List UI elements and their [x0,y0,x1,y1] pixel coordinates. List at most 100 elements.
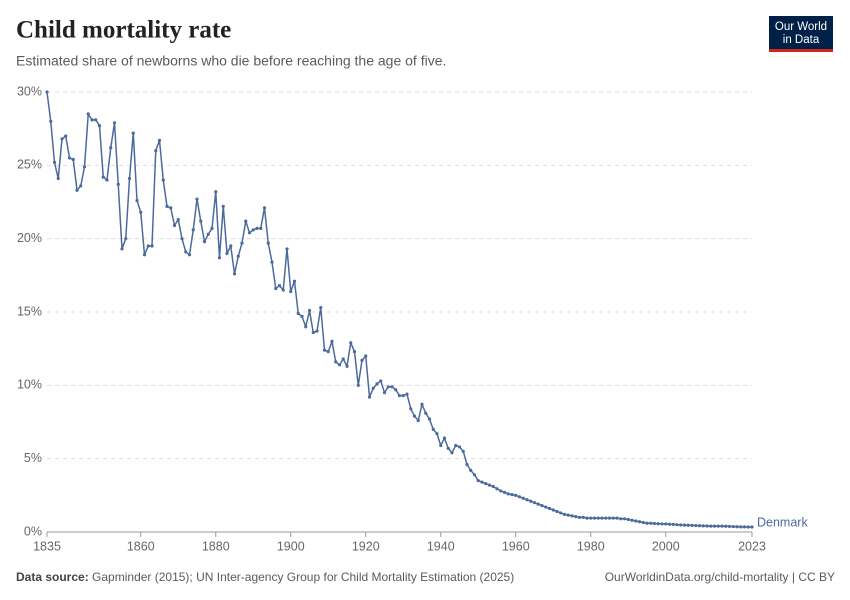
data-point [397,394,402,398]
data-point [394,388,398,392]
data-point [435,432,439,436]
y-tick-label: 20% [17,231,42,245]
x-tick-label: 1940 [427,539,455,553]
data-point [240,241,244,245]
data-point [326,350,330,354]
x-tick-label: 2000 [652,539,680,553]
data-point [709,524,713,528]
data-point [480,480,484,484]
data-point [517,495,522,499]
data-point [450,451,454,455]
data-point [469,468,473,472]
data-point [600,516,604,520]
y-tick-label: 10% [17,378,42,392]
data-point [311,330,315,335]
data-point [697,524,702,528]
series-label: Denmark [757,515,808,529]
data-point [262,206,267,210]
data-point [682,523,687,527]
data-point [667,522,672,526]
data-point [49,119,53,123]
data-point [499,489,503,493]
data-point [607,516,612,520]
data-point [562,512,567,517]
data-point [656,522,660,526]
data-point [427,417,432,421]
data-point [232,272,237,276]
data-point [585,516,589,520]
data-point [701,524,705,528]
logo-text: in Data [783,34,820,46]
y-tick-label: 25% [17,158,42,172]
data-point [146,244,150,248]
logo[interactable]: Our World in Data [769,16,833,52]
data-point [191,228,195,232]
data-point [412,414,417,418]
data-point [731,524,735,529]
data-point [270,260,274,264]
data-point [135,198,139,203]
x-tick-label: 1980 [577,539,605,553]
footer-source: Data source: Gapminder (2015); UN Inter-… [16,570,514,584]
data-point [555,509,559,514]
data-point [566,513,570,517]
data-point [371,386,375,390]
data-point [154,149,158,153]
data-point [742,525,747,529]
data-point [112,121,117,125]
data-point [56,176,60,181]
data-point [251,228,255,232]
data-point [592,516,597,520]
data-point [465,462,469,467]
data-point [532,501,537,505]
data-point [472,473,477,477]
y-tick-label: 5% [24,451,42,465]
data-point [244,219,248,223]
data-point [559,511,563,515]
data-point [626,517,630,522]
data-point [630,518,634,522]
data-point [431,427,435,431]
data-point [334,360,338,364]
source-label: Data source: [16,570,89,584]
data-point [401,394,405,398]
data-point [60,137,64,141]
data-point [712,524,717,528]
data-point [547,506,552,511]
data-point [296,311,300,316]
data-point [285,247,289,251]
data-point [521,496,525,500]
data-point [120,247,124,251]
data-point [645,521,649,525]
x-tick-label: 2023 [738,539,766,553]
data-point [64,134,68,138]
data-point [255,226,259,230]
logo-bar [769,49,833,52]
data-point [247,231,252,235]
data-point [360,358,364,362]
data-point [446,446,450,450]
data-point [671,522,675,526]
logo-box [769,16,833,50]
data-point [679,523,683,527]
footer-link[interactable]: OurWorldinData.org/child-mortality | CC … [605,570,835,584]
data-point [375,382,379,386]
data-point [71,157,75,162]
data-point [461,449,465,453]
data-point [97,124,102,128]
data-point [292,279,297,283]
data-point [705,524,709,528]
data-point [127,176,132,181]
data-point [322,348,327,352]
data-point [105,178,109,182]
data-point [277,284,282,288]
data-point [315,329,319,333]
data-point [176,218,180,222]
data-point [502,490,507,494]
data-point [409,407,413,411]
data-point [330,339,334,343]
data-point [337,363,342,367]
data-point [739,525,743,529]
data-point [454,443,458,448]
